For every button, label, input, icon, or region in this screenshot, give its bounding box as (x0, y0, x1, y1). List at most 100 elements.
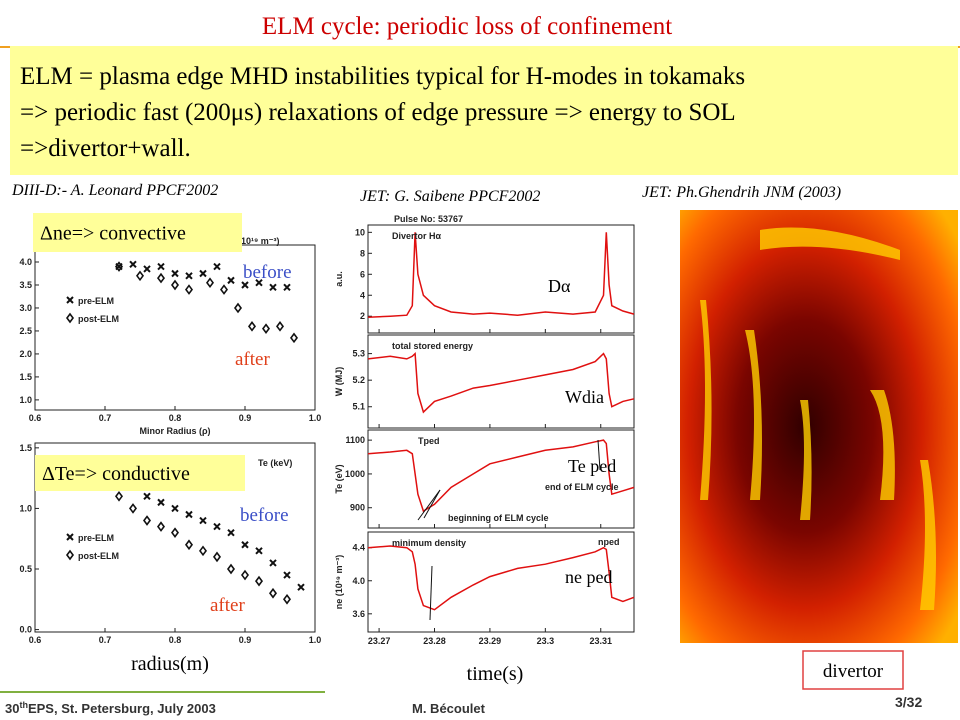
summary-line: ELM = plasma edge MHD instabilities typi… (20, 63, 745, 90)
pulse-label: Pulse No: 53767 (394, 214, 463, 224)
point (199, 269, 207, 278)
point (157, 272, 165, 284)
point (199, 516, 207, 525)
y-tick-label: 4.4 (352, 543, 365, 553)
x-tick-label: 0.9 (239, 635, 252, 645)
panel-title: Tped (418, 436, 440, 446)
y-tick-label: 3.5 (19, 280, 32, 290)
point (227, 276, 235, 285)
arrow (417, 489, 441, 521)
panel-title: minimum density (392, 538, 466, 548)
panel-frame (367, 224, 635, 334)
point (290, 332, 298, 344)
point (255, 278, 263, 287)
point (143, 265, 151, 273)
y-tick-label: 5.1 (352, 402, 365, 412)
point (171, 269, 179, 278)
point (262, 323, 270, 334)
point (115, 261, 123, 272)
legend-label: pre-ELM (78, 296, 114, 306)
footer-part: th (19, 700, 28, 710)
point (283, 283, 291, 291)
point (283, 593, 291, 605)
y-tick-label: 1.5 (19, 443, 32, 453)
point (227, 528, 235, 537)
point (220, 284, 228, 295)
after-label: after (210, 595, 245, 616)
y-tick-label: 1000 (345, 469, 365, 479)
label-box (35, 455, 245, 491)
x-axis-label: Minor Radius (ρ) (139, 426, 210, 436)
unit-label: Te (keV) (258, 458, 292, 468)
point (213, 262, 221, 271)
point (213, 551, 221, 563)
x-tick-label: 0.6 (29, 635, 42, 645)
x-caption: time(s) (467, 663, 524, 685)
point (185, 510, 193, 519)
before-label: before (240, 505, 289, 526)
footer-part: 30 (5, 701, 19, 716)
legend-marker (66, 549, 74, 561)
divertor-image (680, 210, 958, 643)
point (241, 281, 249, 289)
y-tick-label: 0.0 (19, 625, 32, 635)
x-tick-label: 1.0 (309, 635, 322, 645)
point (185, 539, 193, 551)
point (129, 260, 137, 269)
trace (367, 351, 635, 414)
panel-title: total stored energy (392, 341, 473, 351)
point (199, 545, 207, 557)
summary-line: => periodic fast (200μs) relaxations of … (20, 99, 736, 126)
trace-tag: Te ped (568, 456, 616, 476)
y-tick-label: 3.6 (352, 609, 365, 619)
panel-note: beginning of ELM cycle (448, 513, 549, 523)
y-tick-label: 2.0 (19, 349, 32, 359)
point (185, 272, 193, 280)
legend-label: post-ELM (78, 314, 119, 324)
y-tick-label: 3.0 (19, 303, 32, 313)
panel-note: end of ELM cycle (545, 482, 619, 492)
y-tick-label: 2 (360, 311, 365, 321)
point (283, 571, 291, 579)
x-tick-label: 1.0 (309, 413, 322, 423)
panel-title: Divertor Hα (392, 231, 442, 241)
panel-note: nped (598, 537, 620, 547)
point (269, 283, 277, 291)
summary-line: =>divertor+wall. (20, 135, 191, 162)
y-tick-label: 10 (355, 227, 365, 237)
source: JET: G. Saibene PPCF2002 (360, 188, 540, 205)
point (269, 587, 277, 599)
label: Δne=> convective (40, 223, 186, 245)
point (136, 270, 144, 282)
x-tick-label: 23.3 (537, 636, 555, 646)
point (241, 541, 249, 549)
point (255, 575, 263, 587)
before-label: before (243, 262, 292, 283)
y-tick-label: 4.0 (19, 257, 32, 267)
y-axis-label: a.u. (334, 271, 344, 287)
slide-title: ELM cycle: periodic loss of confinement (262, 13, 672, 40)
legend-label: pre-ELM (78, 533, 114, 543)
legend-marker (66, 312, 74, 324)
unit-label: (10¹⁹ m⁻³) (238, 236, 280, 246)
point (157, 521, 165, 532)
y-tick-label: 5.2 (352, 375, 365, 385)
trace-tag: ne ped (565, 567, 612, 587)
trace-tag: Wdia (565, 387, 604, 407)
point (143, 515, 151, 526)
y-tick-label: 1100 (345, 435, 365, 445)
label-box (33, 213, 242, 252)
arrow (429, 565, 433, 621)
panel-frame (367, 334, 635, 429)
footer-page: 3/32 (895, 694, 922, 710)
x-tick-label: 23.28 (423, 636, 446, 646)
point (276, 321, 284, 332)
point (171, 279, 179, 291)
y-axis-label: Te (eV) (334, 464, 344, 493)
y-tick-label: 2.5 (19, 326, 32, 336)
after-label: after (235, 349, 270, 370)
source: DIII-D:- A. Leonard PPCF2002 (11, 182, 218, 199)
point (129, 503, 137, 514)
x-tick-label: 0.7 (99, 413, 112, 423)
source: JET: Ph.Ghendrih JNM (2003) (642, 184, 841, 201)
